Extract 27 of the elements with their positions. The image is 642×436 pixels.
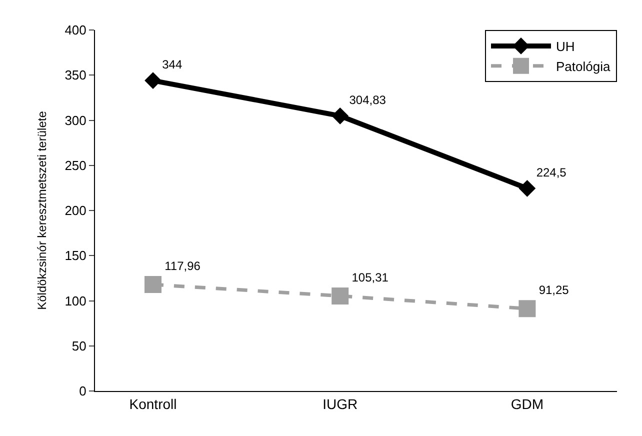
y-tick-label: 300 bbox=[64, 112, 86, 128]
y-axis-title: Köldökzsinór keresztmetszeti területe bbox=[34, 110, 49, 310]
point bbox=[332, 287, 349, 304]
data-label: 304,83 bbox=[349, 92, 386, 107]
x-tick-label: GDM bbox=[510, 396, 544, 412]
y-tick-label: 100 bbox=[64, 293, 86, 308]
point bbox=[144, 72, 162, 89]
legend-label: UH bbox=[556, 39, 575, 54]
y-tick-label: 50 bbox=[72, 338, 86, 354]
y-tick-label: 200 bbox=[64, 203, 86, 218]
point bbox=[332, 107, 349, 124]
data-label: 344 bbox=[162, 57, 182, 72]
y-tick-label: 400 bbox=[64, 22, 86, 38]
data-label: 117,96 bbox=[164, 258, 201, 273]
data-label: 105,31 bbox=[352, 270, 389, 284]
x-tick-label: Kontroll bbox=[129, 396, 177, 412]
data-label: 91,25 bbox=[538, 283, 570, 298]
y-tick-label: 350 bbox=[64, 68, 86, 83]
y-tick-label: 150 bbox=[64, 248, 86, 264]
point bbox=[518, 180, 536, 197]
x-tick-label: IUGR bbox=[322, 396, 358, 412]
y-tick-label: 0 bbox=[79, 384, 86, 399]
legend-label: Patológia bbox=[556, 58, 611, 74]
point bbox=[518, 300, 536, 318]
y-tick-label: 250 bbox=[64, 158, 86, 173]
data-label: 224,5 bbox=[536, 165, 567, 180]
point bbox=[144, 276, 162, 294]
